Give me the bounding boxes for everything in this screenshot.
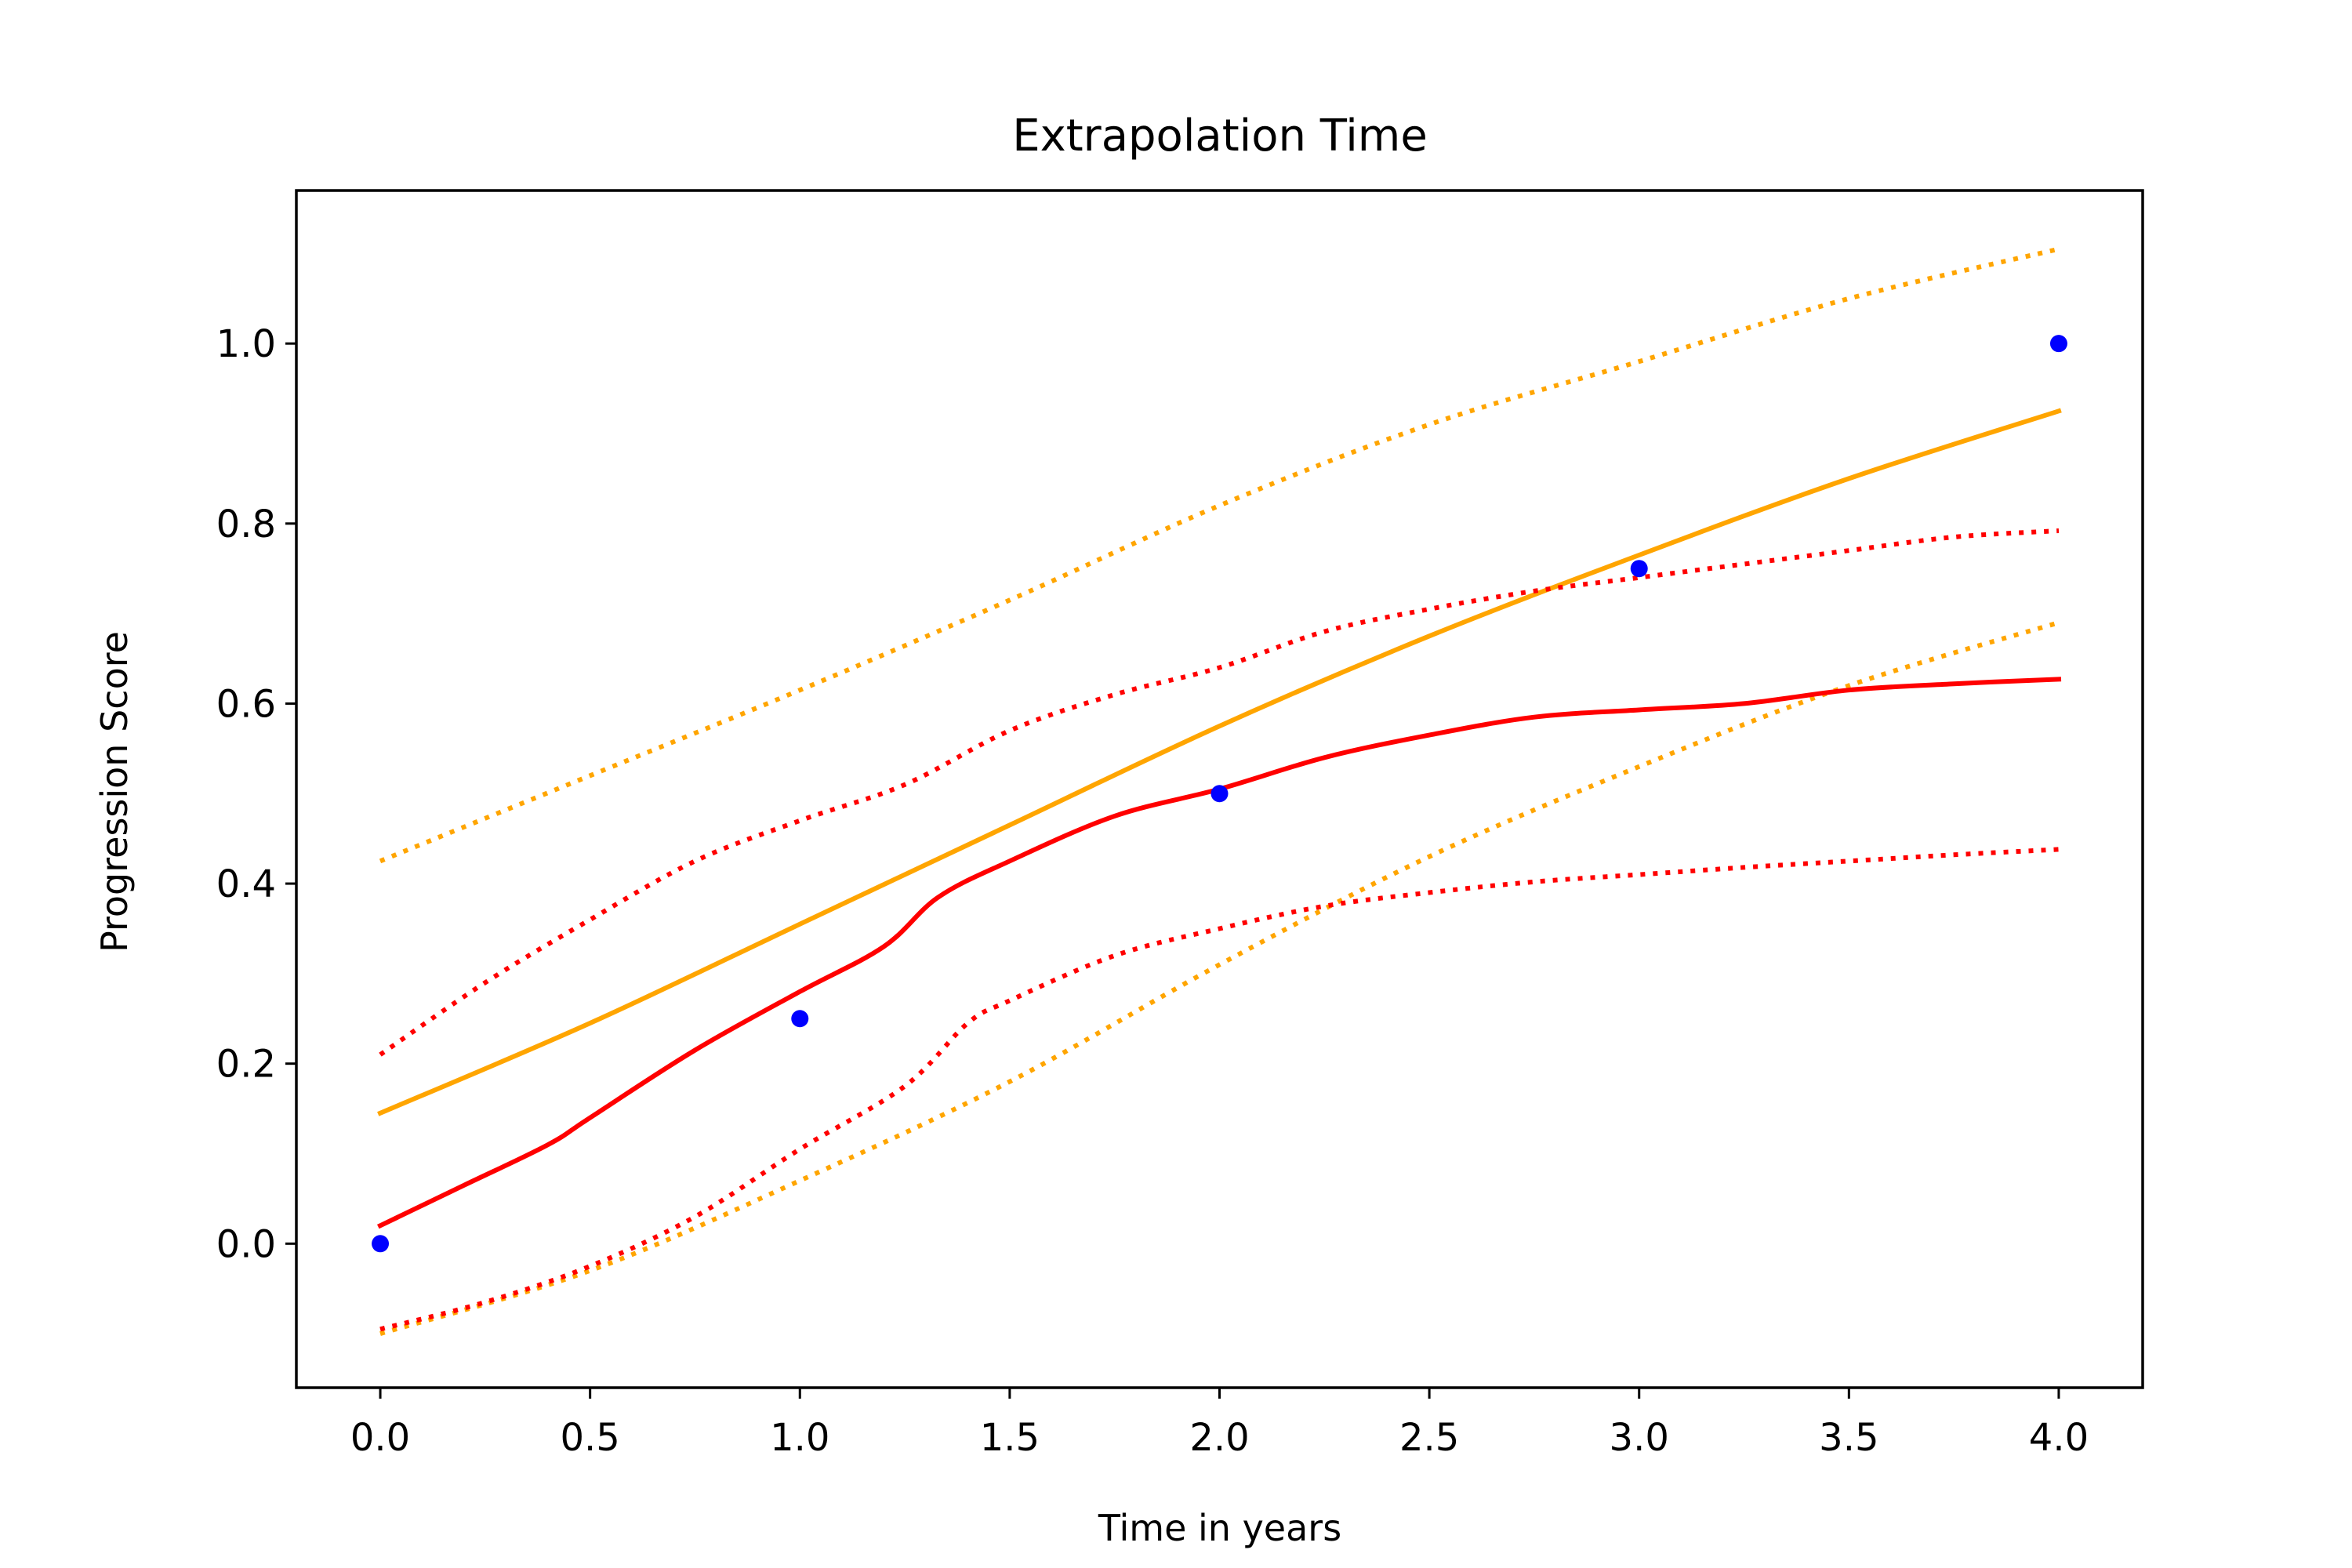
- x-tick-label: 1.5: [980, 1416, 1040, 1460]
- y-tick-label: 0.2: [216, 1043, 276, 1087]
- data-point: [2050, 335, 2067, 352]
- x-tick-label: 4.0: [2029, 1416, 2089, 1460]
- y-tick-label: 0.6: [216, 682, 276, 726]
- x-tick-label: 3.0: [1610, 1416, 1669, 1460]
- data-point: [791, 1010, 808, 1027]
- data-point: [1631, 560, 1648, 577]
- x-tick-label: 3.5: [1819, 1416, 1878, 1460]
- x-tick-label: 2.0: [1189, 1416, 1249, 1460]
- x-tick-label: 0.5: [560, 1416, 619, 1460]
- y-tick-label: 0.8: [216, 503, 276, 546]
- y-tick-label: 0.4: [216, 862, 276, 906]
- data-point: [1211, 785, 1229, 802]
- y-tick-label: 0.0: [216, 1222, 276, 1266]
- x-tick-label: 0.0: [350, 1416, 410, 1460]
- x-tick-label: 2.5: [1399, 1416, 1459, 1460]
- x-tick-label: 1.0: [770, 1416, 829, 1460]
- chart-title: Extrapolation Time: [1012, 111, 1428, 162]
- y-axis-label: Progression Score: [93, 631, 136, 953]
- y-tick-label: 1.0: [216, 322, 276, 366]
- x-axis-label: Time in years: [1098, 1507, 1341, 1549]
- data-point: [372, 1235, 389, 1252]
